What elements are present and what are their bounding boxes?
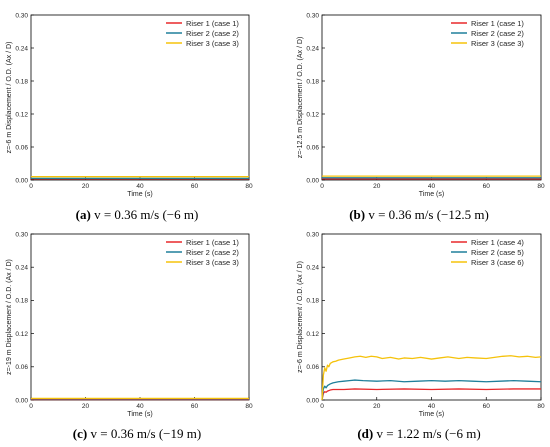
x-tick-label: 60 <box>483 183 491 190</box>
caption-text: v = 0.36 m/s (−12.5 m) <box>365 207 489 222</box>
y-tick-label: 0.06 <box>15 144 28 151</box>
legend: Riser 1 (case 1)Riser 2 (case 2)Riser 3 … <box>166 19 239 48</box>
x-axis-label: Time (s) <box>127 191 152 198</box>
panel-caption-d: (d) v = 1.22 m/s (−6 m) <box>357 426 480 441</box>
y-tick-label: 0.30 <box>306 12 319 19</box>
y-axis-label: z=-6 m Displacement / O.D. (Ax / D) <box>297 261 304 373</box>
y-tick-label: 0.30 <box>306 231 319 238</box>
x-tick-label: 40 <box>428 183 436 190</box>
legend-label-1: Riser 1 (case 1) <box>186 19 239 28</box>
x-tick-label: 20 <box>82 183 90 190</box>
y-tick-label: 0.12 <box>306 111 319 118</box>
x-tick-label: 40 <box>136 183 144 190</box>
legend-label-2: Riser 2 (case 2) <box>471 29 524 38</box>
legend-label-2: Riser 2 (case 2) <box>186 29 239 38</box>
legend-label-1: Riser 1 (case 4) <box>471 238 524 247</box>
caption-letter: (a) <box>76 207 91 222</box>
y-axis-label: z=-6 m Displacement / O.D. (Ax / D) <box>6 42 13 154</box>
legend-label-3: Riser 3 (case 3) <box>471 39 524 48</box>
x-tick-label: 0 <box>320 403 324 410</box>
y-tick-label: 0.30 <box>15 231 28 238</box>
caption-text: v = 0.36 m/s (−6 m) <box>91 207 198 222</box>
x-tick-label: 60 <box>191 403 199 410</box>
x-tick-label: 0 <box>29 183 33 190</box>
y-tick-label: 0.30 <box>15 12 28 19</box>
legend-label-3: Riser 3 (case 3) <box>186 39 239 48</box>
chart-panel-b: 0.00 0.06 0.12 0.18 0.24 0.30 0 20 40 60 80 Time (s… <box>297 12 545 198</box>
legend-label-2: Riser 2 (case 5) <box>471 248 524 257</box>
y-tick-label: 0.24 <box>15 265 28 272</box>
chart-panel-a: 0.00 0.06 0.12 0.18 0.24 0.30 0 20 40 60 80 Time (s… <box>6 12 253 198</box>
legend: Riser 1 (case 1)Riser 2 (case 2)Riser 3 … <box>451 19 524 48</box>
x-axis-label: Time (s) <box>127 411 152 418</box>
x-axis-label: Time (s) <box>419 191 444 198</box>
caption-text: v = 1.22 m/s (−6 m) <box>373 426 480 441</box>
panel-caption-b: (b) v = 0.36 m/s (−12.5 m) <box>349 207 489 222</box>
series-line-3 <box>321 355 542 401</box>
x-tick-label: 80 <box>537 183 545 190</box>
series-line-1 <box>321 388 541 401</box>
x-tick-label: 80 <box>245 403 253 410</box>
y-tick-label: 0.12 <box>15 111 28 118</box>
x-tick-label: 60 <box>191 183 199 190</box>
legend: Riser 1 (case 4)Riser 2 (case 5)Riser 3 … <box>451 238 524 267</box>
y-tick-label: 0.00 <box>15 397 28 404</box>
caption-text: v = 0.36 m/s (−19 m) <box>87 426 201 441</box>
y-tick-label: 0.12 <box>306 331 319 338</box>
y-tick-label: 0.18 <box>15 78 28 85</box>
x-tick-label: 20 <box>373 403 381 410</box>
caption-letter: (c) <box>73 426 87 441</box>
x-axis-label: Time (s) <box>419 411 444 418</box>
x-tick-label: 0 <box>29 403 33 410</box>
legend-label-2: Riser 2 (case 2) <box>186 248 239 257</box>
y-tick-label: 0.06 <box>306 364 319 371</box>
x-tick-label: 60 <box>483 403 491 410</box>
legend-label-3: Riser 3 (case 3) <box>186 258 239 267</box>
x-tick-label: 40 <box>136 403 144 410</box>
y-tick-label: 0.18 <box>306 298 319 305</box>
x-tick-label: 20 <box>82 403 90 410</box>
legend-label-3: Riser 3 (case 6) <box>471 258 524 267</box>
x-tick-label: 80 <box>537 403 545 410</box>
x-tick-label: 80 <box>245 183 253 190</box>
x-tick-label: 20 <box>373 183 381 190</box>
y-tick-label: 0.24 <box>306 265 319 272</box>
x-tick-label: 40 <box>428 403 436 410</box>
y-tick-label: 0.24 <box>306 45 319 52</box>
y-axis-label: z=-12.5 m Displacement / O.D. (Ax / D) <box>297 37 304 159</box>
series-line-2 <box>321 379 542 401</box>
y-tick-label: 0.00 <box>306 397 319 404</box>
panel-caption-a: (a) v = 0.36 m/s (−6 m) <box>76 207 199 222</box>
caption-letter: (d) <box>357 426 373 441</box>
y-tick-label: 0.00 <box>306 177 319 184</box>
x-tick-label: 0 <box>320 183 324 190</box>
panel-caption-c: (c) v = 0.36 m/s (−19 m) <box>73 426 201 441</box>
y-tick-label: 0.18 <box>306 78 319 85</box>
y-tick-label: 0.06 <box>306 144 319 151</box>
y-axis-label: z=-19 m Displacement / O.D. (Ax / D) <box>6 259 13 375</box>
chart-panel-c: 0.00 0.06 0.12 0.18 0.24 0.30 0 20 40 60 80 Time (s… <box>6 231 253 418</box>
y-tick-label: 0.12 <box>15 331 28 338</box>
chart-panel-d: 0.00 0.06 0.12 0.18 0.24 0.30 0 20 40 60 80 Time (s… <box>297 231 545 418</box>
y-tick-label: 0.18 <box>15 298 28 305</box>
y-tick-label: 0.00 <box>15 177 28 184</box>
legend: Riser 1 (case 1)Riser 2 (case 2)Riser 3 … <box>166 238 239 267</box>
legend-label-1: Riser 1 (case 1) <box>471 19 524 28</box>
y-tick-label: 0.24 <box>15 45 28 52</box>
y-tick-label: 0.06 <box>15 364 28 371</box>
legend-label-1: Riser 1 (case 1) <box>186 238 239 247</box>
caption-letter: (b) <box>349 207 365 222</box>
